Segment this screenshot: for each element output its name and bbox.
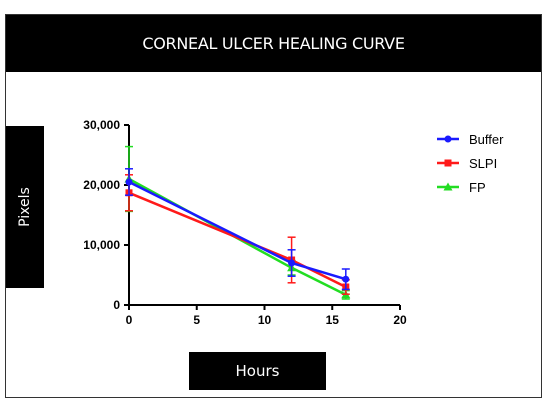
x-tick-label: 10 bbox=[258, 313, 272, 327]
legend-marker-fp bbox=[443, 182, 453, 191]
chart-frame bbox=[5, 14, 542, 398]
x-tick-label: 20 bbox=[393, 313, 407, 327]
x-tick-label: 15 bbox=[326, 313, 340, 327]
x-axis-label-text: Hours bbox=[235, 362, 280, 380]
legend-label-buffer: Buffer bbox=[469, 132, 504, 147]
y-axis-label: Pixels bbox=[6, 126, 44, 288]
data-point-buffer bbox=[288, 259, 296, 267]
y-tick-label: 10,000 bbox=[83, 238, 120, 252]
data-point-buffer bbox=[342, 275, 350, 283]
y-tick-label: 0 bbox=[113, 298, 120, 312]
legend-marker-buffer bbox=[444, 135, 452, 143]
legend-marker-slpi bbox=[444, 159, 452, 167]
series-group bbox=[124, 145, 351, 300]
axes: 0 5 10 15 20 0 10,000 20,000 30,000 bbox=[83, 118, 407, 327]
x-tick-label: 0 bbox=[126, 313, 133, 327]
legend: Buffer SLPI FP bbox=[437, 132, 504, 195]
series-line-slpi bbox=[128, 191, 347, 289]
data-point-buffer bbox=[125, 178, 133, 186]
chart-title-text: CORNEAL ULCER HEALING CURVE bbox=[142, 34, 405, 53]
chart-title: CORNEAL ULCER HEALING CURVE bbox=[6, 15, 541, 72]
legend-label-slpi: SLPI bbox=[469, 156, 497, 171]
legend-label-fp: FP bbox=[469, 180, 486, 195]
x-tick-label: 5 bbox=[193, 313, 200, 327]
y-tick-label: 20,000 bbox=[83, 178, 120, 192]
x-axis-label: Hours bbox=[189, 352, 326, 390]
y-tick-label: 30,000 bbox=[83, 118, 120, 132]
